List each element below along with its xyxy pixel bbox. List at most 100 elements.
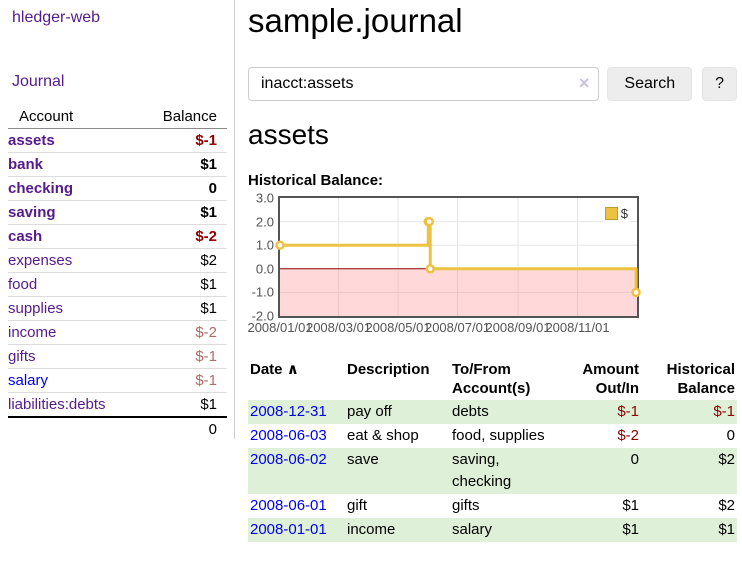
sidebar-account-link[interactable]: salary (8, 372, 49, 389)
transaction-amount: $-2 (617, 427, 639, 444)
data-point-marker (425, 264, 435, 274)
chart-label: Historical Balance: (248, 172, 384, 189)
x-axis-tick-label: 2008/03/01 (305, 320, 372, 335)
historical-balance-chart: 3.0 2.0 1.0 0.0 -1.0 -2.0 $ 2008/01/01 2008/03… (247, 191, 737, 336)
main-content: sample.journal × Search ? assets Histori… (235, 0, 742, 542)
sidebar-item-journal[interactable]: Journal (12, 73, 65, 90)
x-axis-tick-label: 2008/05/01 (365, 320, 431, 335)
brand-link[interactable]: hledger-web (12, 9, 101, 26)
transaction-row: 2008-06-01 gift gifts $1 $2 (248, 494, 737, 518)
transaction-date-link[interactable]: 2008-01-01 (250, 521, 327, 538)
transaction-balance: $1 (641, 518, 737, 542)
search-input[interactable] (248, 67, 600, 101)
transaction-balance: $-1 (641, 400, 737, 424)
y-axis-tick-label: 2.0 (255, 214, 274, 230)
sidebar-account-link[interactable]: assets (8, 132, 55, 149)
transaction-date-link[interactable]: 2008-06-01 (250, 497, 327, 514)
chart-plot-area: $ (275, 196, 641, 318)
sidebar-account-row: gifts $-1 (8, 344, 227, 369)
data-point-marker (275, 240, 285, 250)
transaction-description: income (345, 518, 450, 542)
transaction-description: gift (347, 497, 368, 514)
y-axis-tick-label: 0.0 (255, 261, 274, 277)
legend-swatch-icon (604, 207, 618, 220)
sidebar-account-link[interactable]: supplies (8, 300, 64, 317)
sidebar-divider (234, 0, 235, 439)
account-heading: assets (248, 119, 329, 150)
transaction-date-link[interactable]: 2008-12-31 (250, 403, 327, 420)
account-balance: $1 (117, 200, 227, 225)
sidebar-account-link[interactable]: income (8, 324, 57, 341)
date-column-header[interactable]: Date ∧ (250, 361, 299, 378)
transaction-accounts: debts (450, 400, 556, 424)
chart-x-axis-labels: 2008/01/01 2008/03/01 2008/05/01 2008/07/01… (247, 320, 737, 336)
transaction-accounts: food, supplies (452, 427, 545, 444)
account-balance: $-2 (117, 224, 227, 249)
account-balance: $1 (117, 296, 227, 321)
account-balance: $2 (117, 248, 227, 273)
transaction-date-link[interactable]: 2008-06-03 (250, 427, 327, 444)
accounts-header-row: Account Balance (8, 105, 227, 129)
search-bar: × Search ? (248, 67, 737, 101)
sidebar-account-link[interactable]: expenses (8, 252, 73, 269)
register-header-row: Date ∧ Description To/From Account(s) Am… (248, 358, 737, 400)
transaction-row: 2008-06-02 save saving, checking 0 $2 (248, 448, 737, 494)
y-axis-tick-label: 1.0 (255, 237, 274, 253)
help-button[interactable]: ? (702, 67, 737, 101)
sidebar-account-row: income $-2 (8, 320, 227, 345)
sidebar-account-link[interactable]: cash (8, 228, 43, 245)
transaction-balance: 0 (726, 427, 735, 444)
y-axis-tick-label: -2.0 (251, 308, 274, 324)
balance-chart-svg (275, 198, 641, 316)
balance-column-header: Historical Balance (666, 361, 735, 397)
sidebar-account-row: cash $-2 (8, 224, 227, 249)
account-balance: 0 (117, 176, 227, 201)
sidebar-account-row: liabilities:debts $1 (8, 392, 227, 417)
account-balance: $1 (117, 392, 227, 417)
transaction-accounts: gifts (452, 497, 480, 514)
accounts-column-header: To/From Account(s) (452, 361, 531, 397)
transaction-balance: $2 (641, 448, 737, 494)
transaction-row: 2008-12-31 pay off debts $-1 $-1 (248, 400, 737, 424)
negative-region-fill (280, 268, 637, 316)
accounts-total-balance: 0 (117, 416, 227, 441)
amount-column-header: Amount Out/In (582, 361, 639, 397)
clear-search-icon[interactable]: × (578, 73, 590, 93)
transaction-row: 2008-06-03 eat & shop food, supplies $-2 0 (248, 424, 737, 448)
y-axis-tick-label: -1.0 (251, 284, 274, 300)
description-column-header: Description (347, 361, 430, 378)
search-button[interactable]: Search (607, 67, 693, 101)
legend-label: $ (620, 206, 628, 221)
sidebar-account-row: supplies $1 (8, 296, 227, 321)
account-balance: $-1 (195, 132, 217, 149)
sidebar-account-link[interactable]: saving (8, 204, 56, 221)
transaction-description: eat & shop (347, 427, 419, 444)
chart-y-axis-labels: 3.0 2.0 1.0 0.0 -1.0 -2.0 (248, 191, 278, 324)
transaction-amount: $1 (556, 518, 641, 542)
sidebar-account-link[interactable]: checking (8, 180, 74, 197)
transaction-date-link[interactable]: 2008-06-02 (250, 451, 327, 468)
account-balance: $1 (117, 272, 227, 297)
account-balance: $1 (117, 152, 227, 177)
accounts-total-row: 0 (8, 416, 227, 441)
transaction-balance: $2 (718, 497, 735, 514)
sidebar-account-row: assets $-1 (8, 129, 227, 153)
sidebar-account-link[interactable]: gifts (8, 348, 36, 365)
sidebar-account-row: food $1 (8, 272, 227, 297)
account-column-header: Account (8, 105, 118, 129)
accounts-table: Account Balance assets $-1 bank $1 checking 0… (8, 105, 227, 441)
sidebar-account-row: checking 0 (8, 176, 227, 201)
sidebar-account-link[interactable]: food (8, 276, 38, 293)
sort-ascending-icon: ∧ (286, 361, 299, 378)
x-axis-tick-label: 2008/09/01 (485, 320, 551, 335)
transaction-description: pay off (345, 400, 450, 424)
account-balance: $-2 (117, 320, 227, 345)
x-axis-tick-label: 2008/07/01 (424, 320, 491, 335)
register-table: Date ∧ Description To/From Account(s) Am… (248, 358, 737, 542)
account-balance: $-1 (117, 344, 227, 369)
sidebar-account-link[interactable]: liabilities:debts (8, 396, 106, 413)
data-point-marker (631, 287, 641, 298)
sidebar-account-link[interactable]: bank (8, 156, 44, 173)
sidebar-account-row: salary $-1 (8, 368, 227, 393)
